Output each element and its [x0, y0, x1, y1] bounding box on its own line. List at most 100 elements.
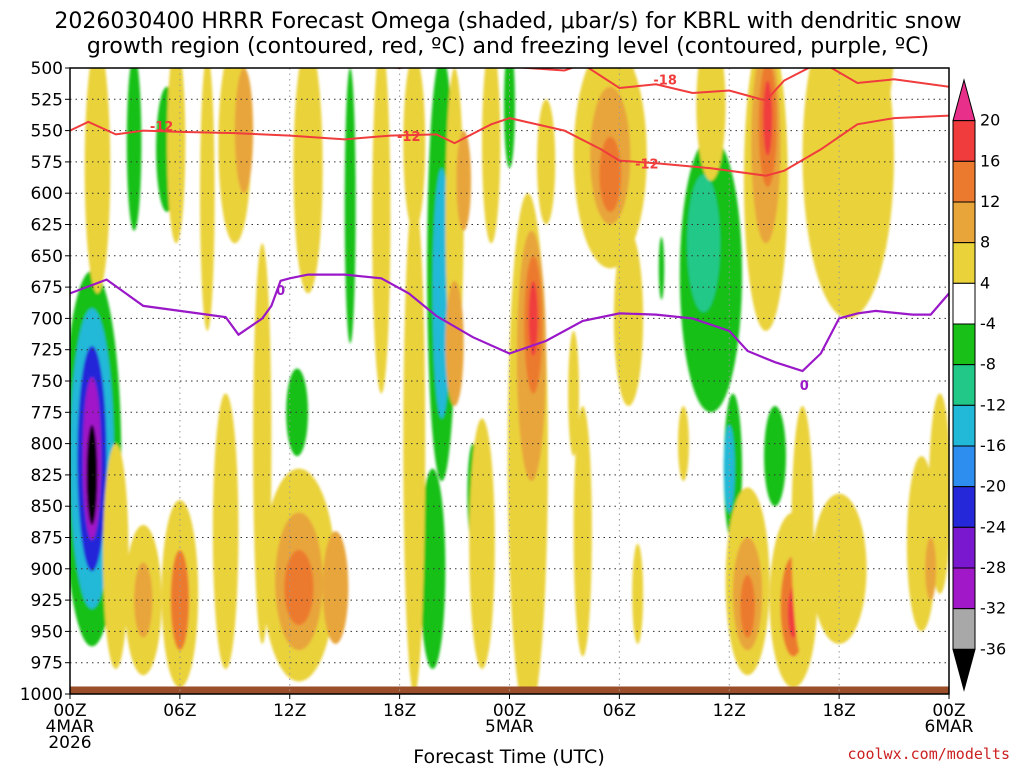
- colorbar-bin-1: [952, 120, 976, 162]
- omega-region-43: [482, 68, 501, 244]
- dgz-contour-label-3: -18: [653, 74, 677, 89]
- dgz-contour-0: [70, 114, 949, 177]
- y-tick-label-600: 600: [31, 184, 63, 204]
- omega-region-56: [696, 68, 726, 181]
- omega-region-44: [469, 418, 495, 669]
- omega-region-73: [925, 537, 937, 601]
- omega-region-69: [840, 68, 894, 144]
- dgz-contour-3: [389, 68, 811, 102]
- colorbar-bin-4: [952, 242, 976, 284]
- chart-title-line2: growth region (contoured, red, ºC) and f…: [87, 34, 929, 59]
- colorbar-label-10: -24: [980, 517, 1006, 536]
- colorbar-label-8: -16: [980, 436, 1006, 455]
- x-tick-label-6-line1: 06Z: [163, 701, 196, 721]
- omega-region-11: [419, 468, 446, 669]
- omega-region-21: [102, 443, 129, 669]
- x-tick-label-18-line1: 18Z: [383, 701, 416, 721]
- colorbar-bin-8: [952, 404, 976, 447]
- omega-region-37: [372, 68, 391, 394]
- omega-region-8: [344, 68, 356, 344]
- x-tick-label-30-line1: 06Z: [603, 701, 636, 721]
- x-tick-label-24-line2: 5MAR: [485, 717, 534, 737]
- colorbar-label-6: -8: [980, 355, 996, 374]
- colorbar-top-triangle: [952, 78, 976, 122]
- omega-region-22: [167, 68, 186, 244]
- colorbar-bin-13: [952, 608, 976, 650]
- colorbar-bin-5: [952, 282, 976, 325]
- omega-region-27: [200, 68, 215, 331]
- x-tick-label-48-line2: 6MAR: [925, 717, 974, 737]
- omega-region-55: [632, 543, 644, 644]
- colorbar-bottom-triangle: [952, 648, 976, 692]
- omega-region-32: [293, 68, 323, 294]
- contour-labels: -12 -12 -12 -18 0 0: [150, 74, 809, 394]
- dgz-contour-label-0: -12: [150, 120, 174, 135]
- omega-region-38: [403, 193, 426, 694]
- colorbar: 20 16 12 8 4 -4 -8 -12 -16 -20 -24 -28 -32 -36: [952, 78, 1006, 692]
- credit-text: coolwx.com/modelts: [847, 745, 1010, 763]
- colorbar-label-11: -28: [980, 558, 1006, 577]
- colorbar-label-0: 20: [980, 111, 1000, 130]
- freezing-level-label-1: 0: [800, 379, 809, 394]
- y-tick-label-750: 750: [31, 372, 63, 392]
- freezing-level-contour: [70, 273, 949, 373]
- y-tick-label-950: 950: [31, 622, 63, 642]
- omega-region-67: [791, 406, 814, 657]
- y-tick-label-575: 575: [31, 153, 63, 173]
- omega-region-4: [86, 424, 98, 525]
- colorbar-bin-2: [952, 160, 976, 203]
- colorbar-label-2: 12: [980, 192, 1000, 211]
- omega-region-75: [677, 406, 689, 482]
- y-tick-label-725: 725: [31, 341, 63, 361]
- x-tick-label-36-line1: 12Z: [713, 701, 746, 721]
- omega-region-5: [126, 68, 142, 231]
- omega-region-26: [170, 550, 190, 651]
- colorbar-bin-7: [952, 364, 976, 406]
- y-tick-label-650: 650: [31, 247, 63, 267]
- x-tick-label-48-line1: 00Z: [932, 701, 965, 721]
- dgz-contour-4: [829, 68, 949, 88]
- y-tick-label-550: 550: [31, 122, 63, 142]
- x-tick-label-0-line1: 00Z: [53, 701, 86, 721]
- freezing-level-line: [70, 273, 949, 373]
- y-tick-label-675: 675: [31, 278, 63, 298]
- x-tick-label-24-line1: 00Z: [493, 701, 526, 721]
- omega-region-63: [740, 575, 755, 638]
- y-tick-label-925: 925: [31, 591, 63, 611]
- y-axis-ticks: 500 525 550 575 600 625 650 675 700 725 750 775 800 8…: [20, 59, 70, 705]
- omega-region-36: [322, 531, 349, 644]
- omega-region-42: [445, 280, 464, 407]
- omega-region-35: [284, 550, 314, 626]
- y-tick-label-625: 625: [31, 216, 63, 236]
- omega-region-29: [234, 68, 254, 194]
- colorbar-label-3: 8: [980, 233, 990, 252]
- omega-region-74: [568, 330, 580, 457]
- omega-region-60: [763, 80, 773, 156]
- y-tick-label-900: 900: [31, 560, 63, 580]
- freezing-level-label-0: 0: [276, 284, 285, 299]
- colorbar-bin-6: [952, 323, 976, 366]
- y-tick-label-800: 800: [31, 435, 63, 455]
- y-tick-label-775: 775: [31, 403, 63, 423]
- y-tick-label-1000: 1000: [20, 685, 63, 705]
- omega-region-13: [504, 68, 515, 169]
- omega-region-24: [134, 562, 153, 638]
- grid: [70, 68, 949, 694]
- x-axis-label: Forecast Time (UTC): [413, 746, 604, 768]
- y-tick-label-875: 875: [31, 529, 63, 549]
- colorbar-label-4: 4: [980, 273, 990, 292]
- colorbar-bin-9: [952, 445, 976, 488]
- x-tick-label-0-line2: 4MAR: [46, 717, 95, 737]
- y-tick-label-500: 500: [31, 59, 63, 79]
- omega-shading: [70, 68, 949, 694]
- colorbar-bin-3: [952, 201, 976, 244]
- dgz-contour-label-1: -12: [635, 157, 659, 172]
- colorbar-label-7: -12: [980, 395, 1006, 414]
- y-tick-label-975: 975: [31, 654, 63, 674]
- omega-region-52: [599, 136, 622, 212]
- colorbar-label-13: -36: [980, 639, 1006, 658]
- dgz-contour-label-2: -12: [397, 130, 421, 145]
- y-tick-label-700: 700: [31, 309, 63, 329]
- omega-region-18: [764, 406, 787, 507]
